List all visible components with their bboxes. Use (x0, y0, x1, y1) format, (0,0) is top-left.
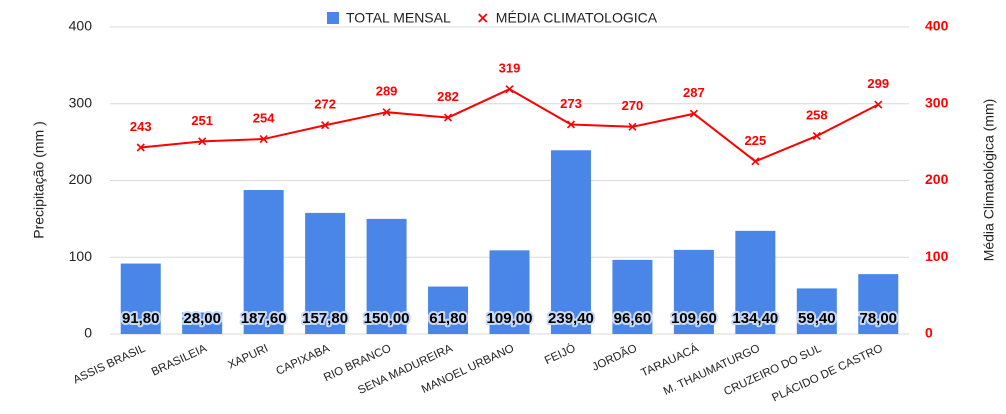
legend-swatch (327, 12, 339, 24)
x-tick-label: FEIJÓ (542, 342, 577, 368)
line-value-label: 251 (191, 113, 213, 128)
y-tick-label: 0 (84, 325, 92, 341)
bar-value-label: 59,40 (798, 310, 836, 327)
line-marker (198, 137, 207, 146)
bar (182, 312, 223, 334)
line-marker (751, 157, 760, 166)
bar-value-label: 157,80 (302, 310, 348, 327)
bar (673, 249, 714, 334)
line-value-label: 254 (253, 110, 275, 125)
line-marker (443, 113, 453, 122)
legend-label: MÉDIA CLIMATOLOGICA (496, 10, 658, 26)
line-marker (628, 122, 637, 131)
line-value-label: 270 (622, 98, 644, 113)
bar-value-label: 134,40 (732, 310, 778, 327)
y-tick-label: 100 (69, 248, 93, 264)
x-tick-label: PLÁCIDO DE CASTRO (770, 342, 885, 405)
bar-value-label: 150,00 (364, 310, 410, 327)
bar-value-label: 109,60 (671, 310, 717, 327)
line-value-label: 289 (376, 84, 398, 99)
bar (305, 212, 346, 334)
bar (366, 218, 407, 334)
bar-value-label: 61,80 (429, 310, 467, 327)
bar-value-label: 28,00 (183, 310, 221, 327)
legend-swatch (478, 13, 488, 23)
y2-tick-label: 100 (925, 248, 949, 264)
bar-value-label: 78,00 (859, 310, 897, 327)
bar-value-label: 109,00 (487, 310, 533, 327)
y2-tick-label: 300 (925, 94, 949, 110)
y2-tick-label: 200 (925, 171, 949, 187)
bar-value-label: 187,60 (241, 310, 287, 327)
line-marker (259, 134, 268, 144)
line-value-label: 287 (683, 85, 705, 100)
bar (858, 274, 899, 334)
line-marker (505, 85, 514, 94)
y-tick-label: 400 (69, 18, 93, 34)
y2-tick-label: 0 (925, 325, 933, 341)
y-tick-label: 300 (69, 94, 93, 110)
bar (612, 259, 653, 334)
line-value-label: 319 (499, 61, 521, 76)
line-value-label: 299 (867, 76, 889, 91)
y-tick-label: 200 (69, 171, 93, 187)
bar (120, 263, 161, 334)
legend-label: TOTAL MENSAL (346, 10, 451, 26)
bar (428, 286, 469, 334)
y-axis-label: Precipitação (mm ) (31, 121, 47, 238)
x-tick-label: XAPURI (226, 343, 270, 372)
line-marker (321, 121, 330, 130)
line (140, 88, 879, 163)
y2-axis-label: Média Climatológica (mm) (981, 99, 997, 262)
line-value-label: 258 (806, 107, 828, 122)
line-marker (874, 100, 883, 109)
line-value-label: 273 (560, 96, 582, 111)
line-value-label: 282 (437, 89, 459, 104)
x-tick-label: ASSIS BRASIL (72, 342, 148, 386)
bar (489, 250, 530, 334)
line-marker (136, 143, 145, 152)
line-marker (689, 109, 698, 118)
line-marker (382, 108, 391, 117)
bar-value-label: 96,60 (614, 310, 652, 327)
line-value-label: 272 (314, 97, 336, 112)
line-value-label: 243 (130, 119, 152, 134)
bar (550, 150, 591, 334)
x-tick-label: JORDÃO (590, 342, 639, 374)
bar (243, 190, 284, 334)
bar-value-label: 91,80 (122, 310, 160, 327)
bar (796, 288, 837, 334)
line-marker (566, 120, 576, 129)
bar (735, 230, 776, 334)
line-marker (812, 131, 821, 141)
y2-tick-label: 400 (925, 18, 949, 34)
bar-value-label: 239,40 (548, 310, 594, 327)
x-tick-label: BRASILEIA (150, 342, 209, 378)
line-value-label: 225 (744, 133, 766, 148)
